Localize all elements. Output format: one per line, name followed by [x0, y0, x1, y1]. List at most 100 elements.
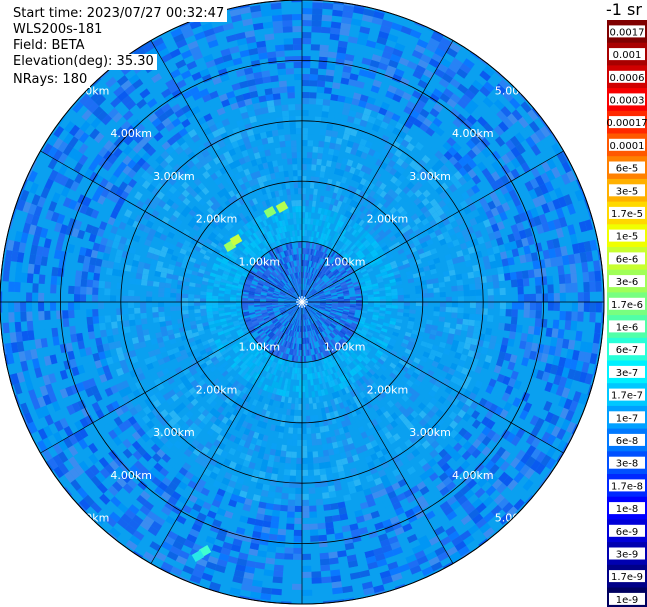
radar-cell: [302, 452, 307, 458]
radar-cell: [297, 236, 300, 242]
radar-cell: [458, 307, 464, 313]
radar-cell: [530, 302, 536, 310]
radar-cell: [287, 439, 293, 445]
radar-cell: [326, 124, 333, 131]
radar-cell: [82, 264, 89, 272]
radar-cell: [206, 299, 212, 302]
radar-cell: [266, 503, 274, 510]
radar-cell: [267, 137, 274, 144]
radar-cell: [309, 98, 316, 104]
radar-cell: [302, 470, 308, 476]
radar-cell: [280, 505, 288, 512]
radar-cell: [312, 152, 318, 158]
radar-cell: [320, 129, 327, 136]
radar-cell: [93, 280, 100, 288]
radar-cell: [302, 92, 309, 98]
radar-cell: [523, 278, 530, 286]
radar-cell: [463, 313, 470, 319]
radar-cell: [128, 302, 134, 308]
radar-cell: [212, 296, 218, 299]
radar-cell: [93, 273, 100, 281]
radar-cell: [230, 300, 236, 303]
radar-cell: [323, 99, 331, 106]
radar-cell: [296, 464, 302, 470]
radar-cell: [154, 276, 161, 282]
radar-cell: [309, 194, 313, 200]
radar-cell: [410, 306, 416, 310]
radar-cell: [130, 325, 137, 332]
radar-cell: [170, 288, 176, 293]
radar-cell: [310, 529, 318, 536]
radar-cell: [295, 404, 299, 410]
radar-cell: [415, 290, 421, 295]
radar-cell: [200, 295, 206, 299]
radar-cell: [277, 123, 284, 130]
radar-cell: [310, 524, 318, 530]
radar-cell: [318, 457, 324, 464]
radar-cell: [284, 134, 290, 141]
radar-cell: [380, 302, 386, 305]
radar-cell: [305, 392, 309, 398]
radar-cell: [112, 269, 119, 276]
radar-cell: [224, 305, 230, 308]
radar-cell: [547, 276, 554, 285]
radar-cell: [330, 137, 337, 144]
radar-cell: [63, 269, 70, 278]
radar-cell: [304, 356, 306, 362]
radar-cell: [476, 296, 482, 302]
radar-cell: [318, 69, 327, 76]
radar-cell: [124, 326, 131, 333]
radar-cell: [218, 299, 224, 302]
radar-cell: [106, 268, 113, 276]
radar-cell: [316, 159, 322, 166]
radar-cell: [452, 297, 458, 302]
radar-cell: [440, 302, 446, 307]
radar-cell: [444, 276, 451, 282]
radar-cell: [318, 75, 326, 82]
radar-cell: [146, 297, 152, 302]
radar-cell: [310, 535, 319, 542]
radar-cell: [457, 313, 464, 319]
radar-cell: [63, 318, 70, 327]
radar-cell: [98, 295, 104, 302]
radar-cell: [302, 410, 306, 416]
radar-cell: [532, 260, 539, 269]
radar-cell: [68, 302, 74, 310]
radar-cell: [486, 275, 493, 282]
radar-cell: [299, 380, 302, 386]
radar-cell: [398, 309, 404, 313]
radar-cell: [428, 306, 434, 311]
radar-cell: [292, 434, 297, 440]
radar-cell: [456, 324, 463, 330]
radar-cell: [488, 302, 494, 309]
radar-cell: [265, 88, 273, 95]
radar-cell: [386, 305, 392, 308]
radar-cell: [318, 141, 324, 148]
radar-cell: [81, 279, 88, 287]
radar-cell: [274, 456, 280, 463]
radar-cell: [540, 268, 547, 277]
radar-cell: [135, 319, 142, 326]
radar-cell: [284, 463, 290, 470]
radar-cell: [506, 309, 512, 317]
radar-cell: [517, 279, 524, 287]
radar-cell: [295, 494, 302, 500]
radar-cell: [469, 314, 476, 321]
radar-cell: [308, 464, 314, 470]
radar-cell: [416, 298, 422, 302]
radar-cell: [392, 305, 398, 309]
radar-cell: [368, 300, 374, 303]
radar-cell: [104, 288, 110, 295]
radar-cell: [164, 292, 170, 297]
radar-cell: [296, 386, 299, 392]
radar-cell: [164, 302, 170, 307]
radar-cell: [261, 107, 269, 114]
radar-cell: [302, 56, 311, 62]
radar-cell: [294, 536, 302, 542]
radar-cell: [462, 273, 469, 280]
radar-cell: [278, 529, 287, 536]
radar-cell: [275, 148, 281, 155]
radar-cell: [452, 307, 458, 313]
radar-cell: [292, 158, 297, 164]
radar-cell: [105, 281, 112, 288]
